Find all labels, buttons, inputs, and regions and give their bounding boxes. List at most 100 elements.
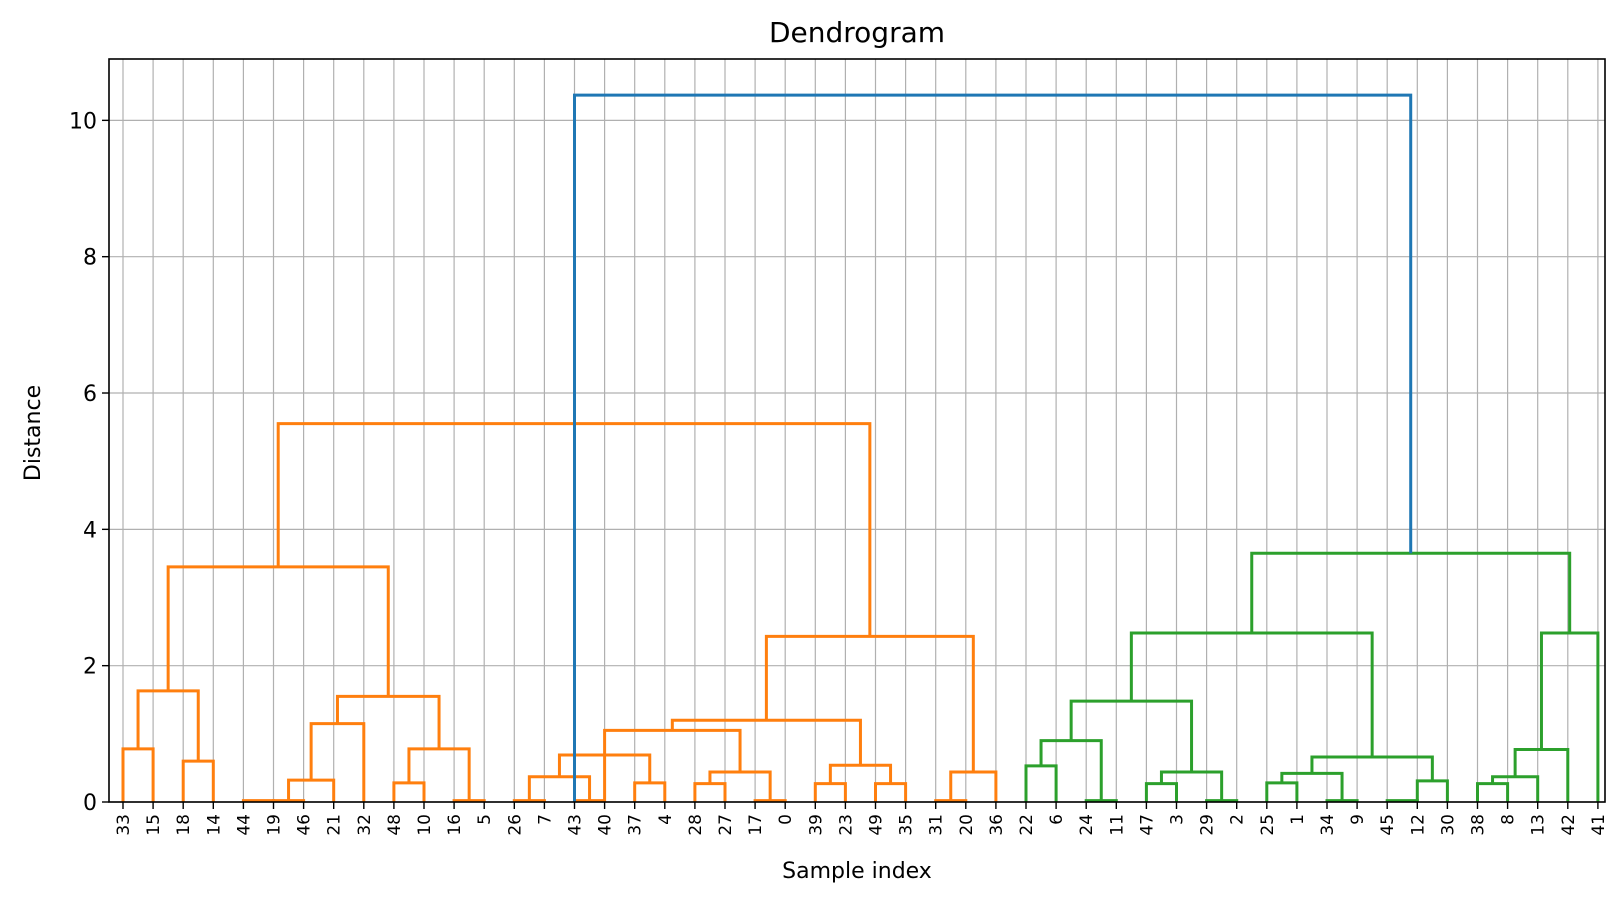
x-tick-label: 43: [566, 814, 586, 836]
x-axis: 33 15 18 14 44 19 46 21 32 48 10 16 5 26 7 43 40 37 4 28 27 1…: [114, 802, 1609, 836]
links-layer: [121, 93, 1600, 803]
y-tick-label: 10: [69, 109, 97, 134]
dendrogram-link: [603, 728, 742, 773]
dendrogram-link: [392, 781, 426, 802]
x-tick-label: 4: [656, 814, 676, 825]
dendrogram-link: [1129, 631, 1374, 758]
x-tick-label: 3: [1168, 814, 1188, 825]
x-tick-label: 40: [596, 814, 616, 836]
dendrogram-link: [1250, 551, 1572, 633]
dendrogram-link: [136, 689, 200, 762]
dendrogram-link: [813, 782, 847, 802]
dendrogram-link: [670, 718, 862, 766]
dendrogram-link: [287, 778, 336, 802]
dendrogram-link: [1039, 739, 1103, 801]
x-tick-label: 19: [265, 814, 285, 836]
x-tick-label: 41: [1589, 814, 1609, 836]
x-tick-label: 12: [1408, 814, 1428, 836]
dendrogram-link: [633, 781, 667, 802]
y-tick-label: 4: [83, 518, 97, 543]
x-tick-label: 36: [987, 814, 1007, 836]
x-tick-label: 46: [295, 814, 315, 836]
dendrogram-link: [693, 782, 727, 802]
dendrogram-link: [1476, 782, 1510, 802]
x-tick-label: 35: [897, 814, 917, 836]
x-tick-label: 31: [927, 814, 947, 836]
x-tick-label: 11: [1107, 814, 1127, 836]
x-tick-label: 15: [144, 814, 164, 836]
dendrogram-link: [708, 770, 772, 801]
x-tick-label: 2: [1228, 814, 1248, 825]
dendrogram-link: [166, 565, 390, 697]
grid-layer: [109, 59, 1605, 803]
x-tick-label: 49: [867, 814, 887, 836]
dendrogram-link: [1159, 770, 1224, 801]
x-tick-label: 45: [1378, 814, 1398, 836]
y-axis: 0 2 4 6 8 10: [69, 109, 109, 816]
dendrogram-link: [1265, 781, 1299, 802]
x-tick-label: 5: [475, 814, 495, 825]
x-tick-label: 13: [1529, 814, 1549, 836]
y-tick-label: 8: [83, 246, 97, 271]
dendrogram-link: [874, 782, 908, 802]
x-tick-label: 23: [836, 814, 856, 836]
x-tick-label: 32: [355, 814, 375, 836]
x-tick-label: 21: [325, 814, 345, 836]
x-tick-label: 1: [1288, 814, 1308, 825]
dendrogram-link: [764, 634, 975, 773]
x-tick-label: 39: [806, 814, 826, 836]
x-tick-label: 44: [234, 814, 254, 836]
y-axis-label: Distance: [21, 385, 46, 481]
x-tick-label: 8: [1499, 814, 1519, 825]
x-tick-label: 34: [1318, 814, 1338, 836]
x-tick-label: 38: [1469, 814, 1489, 836]
x-tick-label: 6: [1047, 814, 1067, 825]
x-tick-label: 28: [686, 814, 706, 836]
x-tick-label: 0: [776, 814, 796, 825]
x-tick-label: 14: [204, 814, 224, 836]
dendrogram-link: [309, 722, 366, 802]
dendrogram-link: [1415, 779, 1449, 802]
x-tick-label: 47: [1137, 814, 1157, 836]
y-tick-label: 2: [83, 655, 97, 680]
x-tick-label: 37: [626, 814, 646, 836]
dendrogram-link: [1024, 764, 1058, 802]
dendrogram-link: [181, 759, 215, 802]
x-tick-label: 27: [716, 814, 736, 836]
dendrogram-link: [828, 763, 893, 784]
dendrogram-link: [1513, 748, 1570, 802]
dendrogram-link: [949, 770, 998, 802]
x-tick-label: 29: [1198, 814, 1218, 836]
dendrogram-link: [1491, 775, 1540, 802]
x-tick-label: 25: [1258, 814, 1278, 836]
y-tick-label: 0: [83, 791, 97, 816]
dendrogram-link: [1280, 771, 1344, 801]
dendrogram-link: [407, 747, 471, 801]
x-tick-label: 30: [1438, 814, 1458, 836]
x-tick-label: 7: [535, 814, 555, 825]
x-tick-label: 24: [1077, 814, 1097, 836]
x-tick-label: 16: [445, 814, 465, 836]
x-tick-label: 48: [385, 814, 405, 836]
x-tick-label: 9: [1348, 814, 1368, 825]
x-tick-label: 22: [1017, 814, 1037, 836]
x-tick-label: 26: [505, 814, 525, 836]
plot-frame: [108, 58, 1606, 803]
dendrogram-link: [121, 747, 155, 802]
x-tick-label: 17: [746, 814, 766, 836]
x-tick-label: 20: [957, 814, 977, 836]
dendrogram-link: [1310, 755, 1434, 781]
x-tick-label: 33: [114, 814, 134, 836]
dendrogram-link: [1144, 782, 1178, 802]
dendrogram-link: [527, 775, 592, 801]
dendrogram-link: [1539, 631, 1600, 802]
x-tick-label: 42: [1559, 814, 1579, 836]
x-axis-label: Sample index: [782, 859, 932, 884]
dendrogram-link: [573, 93, 1413, 802]
dendrogram-link: [1069, 699, 1194, 773]
x-tick-label: 18: [174, 814, 194, 836]
y-tick-label: 6: [83, 382, 97, 407]
x-tick-label: 10: [415, 814, 435, 836]
chart-title: Dendrogram: [769, 16, 945, 49]
